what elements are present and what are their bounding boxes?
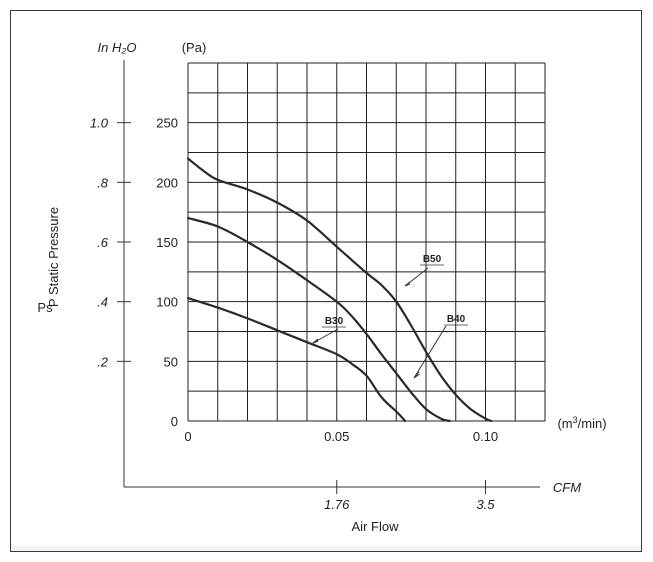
performance-curves [186,157,493,423]
series-leader-line [312,328,339,344]
pa-tick-label: 100 [156,295,178,310]
inch-axis-unit-label: In H₂O [98,40,137,55]
pa-axis-unit-label: (Pa) [182,40,207,55]
inch-tick-label: 1.0 [90,116,109,131]
bottom-strip [11,546,641,551]
series-leader-arrowhead [404,281,411,287]
x-axis-title: Air Flow [352,519,400,534]
y-axis-symbol: Ps [37,300,53,315]
curve-b30 [186,297,407,423]
pa-tick-label: 50 [164,354,178,369]
series-leader-arrowhead [413,371,421,379]
x-axis-unit-label: (m3/min) [557,415,606,431]
series-leader-line [413,325,447,379]
x-tick-label: 0.10 [473,429,498,444]
x-axis-tick-labels: 0 0.05 0.10 [184,429,498,444]
figure-border [10,10,642,552]
pa-axis-tick-labels: 0 50 100 150 200 250 [156,116,178,429]
inch-tick-label: .4 [97,295,108,310]
pa-tick-label: 150 [156,235,178,250]
grid-lines [187,62,546,422]
pa-tick-label: 250 [156,116,178,131]
inch-axis-ticks: .2 .4 .6 .8 1.0 [90,116,131,369]
inch-tick-label: .8 [97,175,109,190]
x-tick-label: 0 [184,429,191,444]
series-leader-arrowhead [312,338,319,344]
inch-tick-label: .6 [97,235,109,250]
series-labels: B50 B40 B30 [312,254,468,379]
curve-b40 [186,217,451,423]
cfm-tick-label: 3.5 [476,497,495,512]
series-label-b50: B50 [423,254,442,265]
cfm-axis-ticks: 1.76 3.5 [324,480,495,512]
y-axis-title: P Static Pressure [46,207,61,307]
series-label-b40: B40 [447,314,466,325]
series-label-b30: B30 [325,316,344,327]
inch-tick-label: .2 [97,354,109,369]
x-tick-label: 0.05 [324,429,349,444]
pa-tick-label: 0 [171,414,178,429]
pa-tick-label: 200 [156,175,178,190]
cfm-axis-unit-label: CFM [553,480,581,495]
curve-b50 [186,157,493,423]
cfm-tick-label: 1.76 [324,497,350,512]
